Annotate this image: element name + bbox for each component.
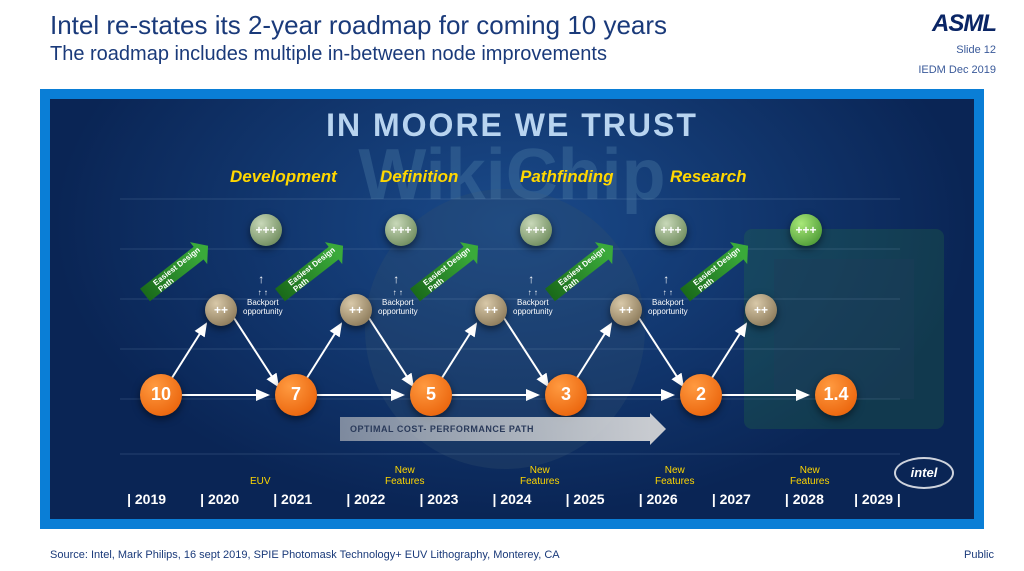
- euv-label: EUV: [250, 476, 271, 487]
- top-node: +++: [250, 214, 282, 246]
- year-label: | 2021: [256, 491, 329, 507]
- features-label: NewFeatures: [385, 465, 424, 487]
- year-label: | 2019: [110, 491, 183, 507]
- backport-label: ↑ ↑Backportopportunity: [648, 272, 688, 317]
- year-label: | 2029 |: [841, 491, 914, 507]
- slide-header: Intel re-states its 2-year roadmap for c…: [0, 0, 1024, 84]
- classification: Public: [964, 549, 994, 561]
- backport-label: ↑ ↑Backportopportunity: [243, 272, 283, 317]
- process-node: 7: [275, 374, 317, 416]
- backport-label: ↑ ↑Backportopportunity: [378, 272, 418, 317]
- process-node: 5: [410, 374, 452, 416]
- slide-title: Intel re-states its 2-year roadmap for c…: [50, 10, 918, 41]
- source-text: Source: Intel, Mark Philips, 16 sept 201…: [50, 549, 560, 561]
- process-node: 2: [680, 374, 722, 416]
- top-node: +++: [520, 214, 552, 246]
- edp-label: Easiest DesignPath: [692, 246, 747, 294]
- roadmap-diagram: WikiChip IN MOORE WE TRUST Development De…: [50, 99, 974, 519]
- top-node: +++: [655, 214, 687, 246]
- year-label: | 2026: [622, 491, 695, 507]
- year-label: | 2025: [549, 491, 622, 507]
- mid-node: ++: [745, 294, 777, 326]
- intel-logo: intel: [894, 457, 954, 489]
- phase-label: Development: [230, 167, 337, 187]
- phase-label: Definition: [380, 167, 458, 187]
- process-node: 3: [545, 374, 587, 416]
- watermark: WikiChip: [50, 134, 974, 216]
- year-label: | 2022: [329, 491, 402, 507]
- phase-label: Pathfinding: [520, 167, 613, 187]
- cost-path-arrow: OPTIMAL COST- PERFORMANCE PATH: [340, 417, 650, 441]
- mid-node: ++: [205, 294, 237, 326]
- slide-number: Slide 12: [918, 43, 996, 58]
- process-node: 10: [140, 374, 182, 416]
- event-label: IEDM Dec 2019: [918, 63, 996, 78]
- top-node: +++: [385, 214, 417, 246]
- diagram-frame: WikiChip IN MOORE WE TRUST Development De…: [40, 89, 984, 529]
- year-label: | 2027: [695, 491, 768, 507]
- year-axis: | 2019| 2020| 2021| 2022| 2023| 2024| 20…: [110, 491, 914, 507]
- edp-label: Easiest DesignPath: [152, 246, 207, 294]
- features-label: NewFeatures: [790, 465, 829, 487]
- year-label: | 2024: [475, 491, 548, 507]
- slide-footer: Source: Intel, Mark Philips, 16 sept 201…: [50, 549, 994, 561]
- features-label: NewFeatures: [655, 465, 694, 487]
- features-label: NewFeatures: [520, 465, 559, 487]
- mid-node: ++: [610, 294, 642, 326]
- diagram-title: IN MOORE WE TRUST: [50, 107, 974, 144]
- phase-label: Research: [670, 167, 747, 187]
- mid-node: ++: [475, 294, 507, 326]
- mid-node: ++: [340, 294, 372, 326]
- year-label: | 2023: [402, 491, 475, 507]
- backport-label: ↑ ↑Backportopportunity: [513, 272, 553, 317]
- edp-label: Easiest DesignPath: [287, 246, 342, 294]
- year-label: | 2020: [183, 491, 256, 507]
- asml-logo: ASML: [918, 10, 996, 38]
- process-node: 1.4: [815, 374, 857, 416]
- top-node: +++: [790, 214, 822, 246]
- year-label: | 2028: [768, 491, 841, 507]
- slide-subtitle: The roadmap includes multiple in-between…: [50, 43, 918, 66]
